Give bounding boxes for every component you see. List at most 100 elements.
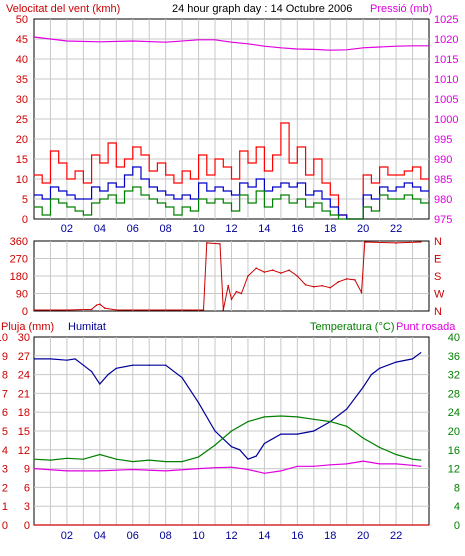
gust-point [255,146,257,148]
pressure-tick-label: 1000 [434,114,458,126]
humidity-point [255,455,257,457]
gust-point [296,146,298,148]
gust-point [33,174,35,176]
low-point [420,202,422,204]
temperature-axis-label: Temperatura (°C) [310,321,394,333]
avg-point [387,190,389,192]
wind-tick-label: 45 [16,34,28,46]
direction-point [419,241,422,243]
low-point [33,206,35,208]
temperature-tick-label: 0 [454,520,460,532]
dewpoint-point [329,464,331,466]
gust-point [214,158,216,160]
humidity-point [230,446,233,448]
x-tick-label: 02 [61,223,73,235]
low-point [288,202,290,204]
x-tick-label: 18 [324,223,336,235]
x-tick-label: 14 [258,530,270,542]
temperature-point [263,416,266,418]
avg-point [74,198,76,200]
direction-tick-label: 180 [10,271,28,283]
gust-point [247,162,249,164]
temperature-point [280,415,282,417]
direction-point [206,242,208,244]
x-tick-label: 20 [357,530,369,542]
x-tick-label: 16 [291,530,303,542]
low-point [280,194,282,196]
avg-point [91,186,93,188]
direction-point [115,309,118,311]
avg-point [123,174,126,176]
temperature-point [99,453,101,456]
pressure-tick-label: 980 [434,194,452,206]
gust-point [140,154,142,156]
direction-point [271,269,274,271]
avg-point [288,186,290,188]
gust-point [107,142,109,144]
pressure-tick-label: 1025 [434,14,458,26]
temperature-point [148,459,150,461]
x-tick-label: 12 [225,530,237,542]
pressure-tick-label: 1020 [434,34,458,46]
avg-point [272,186,274,188]
temperature-point [181,460,183,463]
dewpoint-point [214,467,216,469]
avg-point [321,198,323,200]
humidity-point [420,352,422,354]
avg-point [329,206,331,208]
direction-tick-label: 0 [22,306,28,318]
gust-point [313,158,315,160]
humidity-point [197,402,200,404]
x-tick-label: 02 [61,530,73,542]
dewpoint-point [247,468,249,471]
humidity-tick-label: 27 [18,351,30,363]
humidity-point [99,383,101,385]
gust-point [288,162,290,164]
temperature-tick-label: 16 [448,445,460,457]
dewpoint-point [362,460,364,462]
direction-point [240,292,243,295]
avg-point [239,182,241,184]
low-point [296,198,298,200]
direction-point [354,279,356,281]
humidity-point [165,364,167,366]
low-point [354,218,356,220]
humidity-tick-label: 3 [24,501,30,513]
humidity-tick-label: 12 [18,445,30,457]
avg-point [395,186,397,188]
direction-point [337,281,340,283]
humidity-point [74,358,76,360]
dewpoint-point [411,464,414,466]
temperature-point [296,416,298,418]
gust-point [189,178,191,180]
humidity-point [247,458,249,460]
avg-point [99,190,101,192]
direction-point [321,284,323,287]
rain-tick-label: 3 [2,464,8,476]
low-point [115,202,117,204]
low-point [156,202,159,204]
temperature-point [420,459,422,461]
direction-point [95,304,98,306]
pressure-tick-label: 995 [434,134,452,146]
direction-point [227,284,230,287]
low-point [189,210,191,212]
temperature-point [379,446,381,449]
x-tick-label: 10 [192,530,204,542]
rain-tick-label: 6 [2,407,8,419]
humidity-point [362,386,364,388]
gust-point [99,162,101,164]
wind-tick-label: 25 [16,114,28,126]
avg-point [214,186,216,188]
humidity-point [132,364,134,366]
pressure-tick-label: 985 [434,174,452,186]
gust-point [173,182,175,184]
low-point [230,210,233,212]
low-point [91,202,93,204]
x-tick-label: 20 [357,223,369,235]
humidity-point [296,433,298,435]
low-point [206,202,208,204]
dewpoint-point [395,463,397,465]
low-point [181,206,183,208]
temperature-point [82,458,84,460]
